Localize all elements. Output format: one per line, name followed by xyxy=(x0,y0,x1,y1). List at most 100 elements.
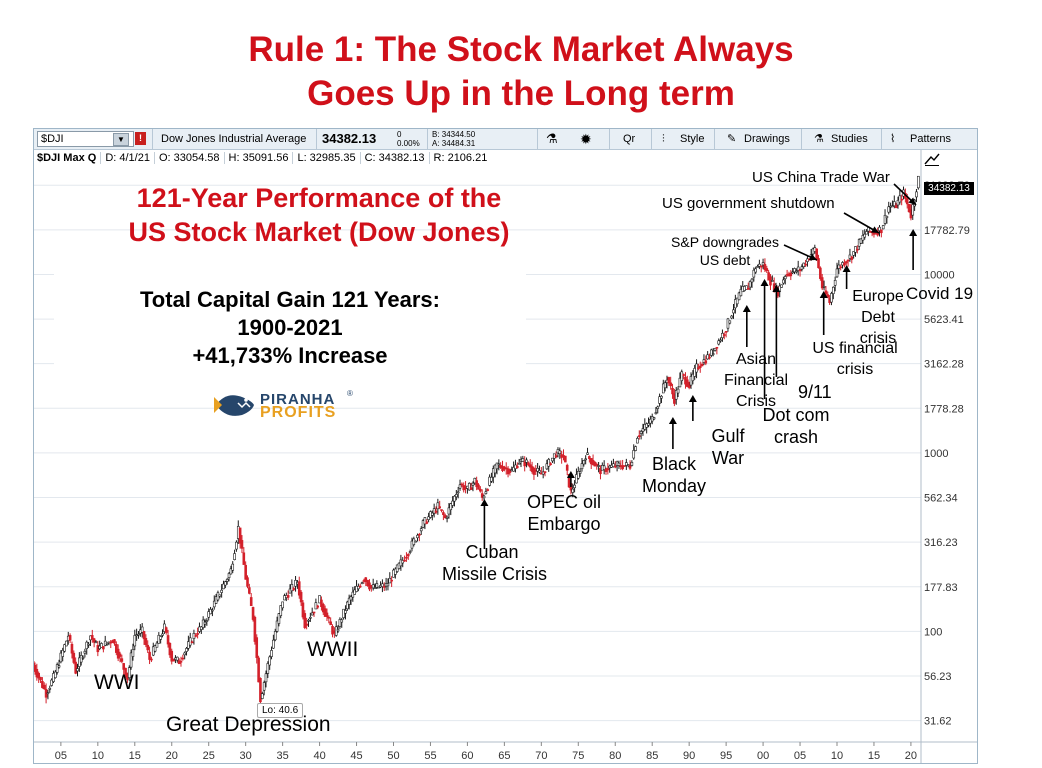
patterns-icon[interactable]: ⌇ xyxy=(890,133,896,145)
candle-body xyxy=(767,272,770,281)
candle-body xyxy=(329,621,332,626)
annotation-sp-line2: US debt xyxy=(699,252,751,268)
candle-body xyxy=(327,616,331,619)
change-percent: 0.00% xyxy=(397,139,420,148)
annotation-covid: Covid 19 xyxy=(906,284,974,303)
candle-body xyxy=(309,617,312,619)
candle-body xyxy=(196,633,199,635)
candle-body xyxy=(698,365,702,369)
toolbar-divider xyxy=(427,129,428,149)
studies-button[interactable]: Studies xyxy=(831,133,868,145)
drawings-button[interactable]: Drawings xyxy=(744,133,790,145)
candle-body xyxy=(41,680,44,688)
candle-body xyxy=(434,510,438,513)
candle-body xyxy=(386,583,390,587)
alert-badge[interactable]: ! xyxy=(135,132,146,145)
x-tick-label: 45 xyxy=(350,750,362,762)
candle-body xyxy=(658,396,661,404)
candle-body xyxy=(331,626,334,635)
candle-body xyxy=(796,266,800,271)
capital-gain-percent: +41,733% Increase xyxy=(192,343,388,368)
candle-body xyxy=(680,371,684,381)
candle-body xyxy=(168,643,172,656)
candle-body xyxy=(347,597,351,605)
candle-body xyxy=(517,462,521,465)
annotation-asian-crisis: Asian Financial Crisis xyxy=(718,349,794,412)
annotation-cuban-missile: Cuban Missile Crisis xyxy=(442,541,547,585)
gear-icon[interactable]: ✹ xyxy=(580,131,592,147)
candle-body xyxy=(647,423,650,426)
candle-body xyxy=(321,603,325,613)
candle-body xyxy=(907,203,911,213)
symbol-input[interactable]: $DJI xyxy=(37,131,134,147)
candle-body xyxy=(691,373,695,382)
candle-body xyxy=(861,235,865,241)
candle-body xyxy=(133,635,137,647)
annotation-asian-line3: Crisis xyxy=(736,393,776,410)
candle-body xyxy=(249,597,253,607)
candle-body xyxy=(183,652,186,656)
candle-body xyxy=(752,269,756,278)
trendline-icon[interactable] xyxy=(924,152,940,166)
candle-body xyxy=(224,581,227,586)
candle-body xyxy=(188,637,192,646)
ohlc-low: L: 32985.35 xyxy=(297,152,361,164)
candle-body xyxy=(438,506,441,509)
annotation-usfin-line1: US financial xyxy=(812,340,898,357)
candle-body xyxy=(844,261,848,264)
x-tick-label: 25 xyxy=(203,750,215,762)
candle-body xyxy=(819,267,822,279)
candle-body xyxy=(839,266,842,269)
candle-body xyxy=(375,583,379,588)
flask-icon[interactable]: ⚗ xyxy=(546,131,558,146)
candle-body xyxy=(632,450,636,459)
pencil-icon[interactable]: ✎ xyxy=(727,133,737,145)
ohlc-close: C: 34382.13 xyxy=(364,152,430,164)
candle-body xyxy=(652,417,656,420)
candle-body xyxy=(885,215,889,219)
annotation-wwi: WWI xyxy=(94,671,140,694)
arrow-cuban-head xyxy=(480,499,489,506)
candle-body xyxy=(480,493,484,498)
style-button[interactable]: Style xyxy=(680,133,705,145)
x-tick-label: 10 xyxy=(92,750,104,762)
candle-body xyxy=(477,484,480,490)
candle-body xyxy=(257,657,260,683)
candle-body xyxy=(671,387,674,395)
candles-icon[interactable]: ⫶ xyxy=(662,133,665,145)
chevron-down-icon[interactable]: ▼ xyxy=(113,133,129,146)
candle-body xyxy=(817,258,820,269)
candle-body xyxy=(425,521,429,524)
candle-body xyxy=(268,656,271,666)
candle-body xyxy=(310,612,314,616)
ohlc-bar: $DJI Max Q D: 4/1/21 O: 33054.58 H: 35091.5… xyxy=(34,150,977,166)
annotation-opec-line2: Embargo xyxy=(527,514,601,534)
candle-body xyxy=(724,331,728,333)
candle-body xyxy=(621,465,624,470)
candle-body xyxy=(231,563,235,571)
piranha-fish-icon xyxy=(214,395,254,416)
candle-body xyxy=(240,540,244,549)
candle-body xyxy=(475,480,478,488)
change-value: 0 xyxy=(397,130,402,139)
candle-body xyxy=(628,465,632,469)
candle-body xyxy=(259,677,262,703)
candle-body xyxy=(602,465,606,470)
candle-body xyxy=(674,390,678,400)
candle-body xyxy=(830,293,833,303)
candle-body xyxy=(661,383,665,394)
flask-icon[interactable]: ⚗ xyxy=(814,133,824,145)
candle-body xyxy=(735,297,739,305)
bid-price: B: 34344.50 xyxy=(432,130,476,139)
candle-body xyxy=(87,643,90,646)
candle-body xyxy=(739,289,743,297)
qr-button[interactable]: Qr xyxy=(623,133,636,145)
toolbar-divider xyxy=(881,129,882,149)
patterns-button[interactable]: Patterns xyxy=(910,133,951,145)
candle-body xyxy=(445,516,449,519)
logo-registered: ® xyxy=(347,389,353,398)
annotation-asian-line2: Financial xyxy=(723,372,789,389)
candle-body xyxy=(48,687,52,690)
candle-body xyxy=(880,229,883,234)
candle-body xyxy=(835,268,839,278)
